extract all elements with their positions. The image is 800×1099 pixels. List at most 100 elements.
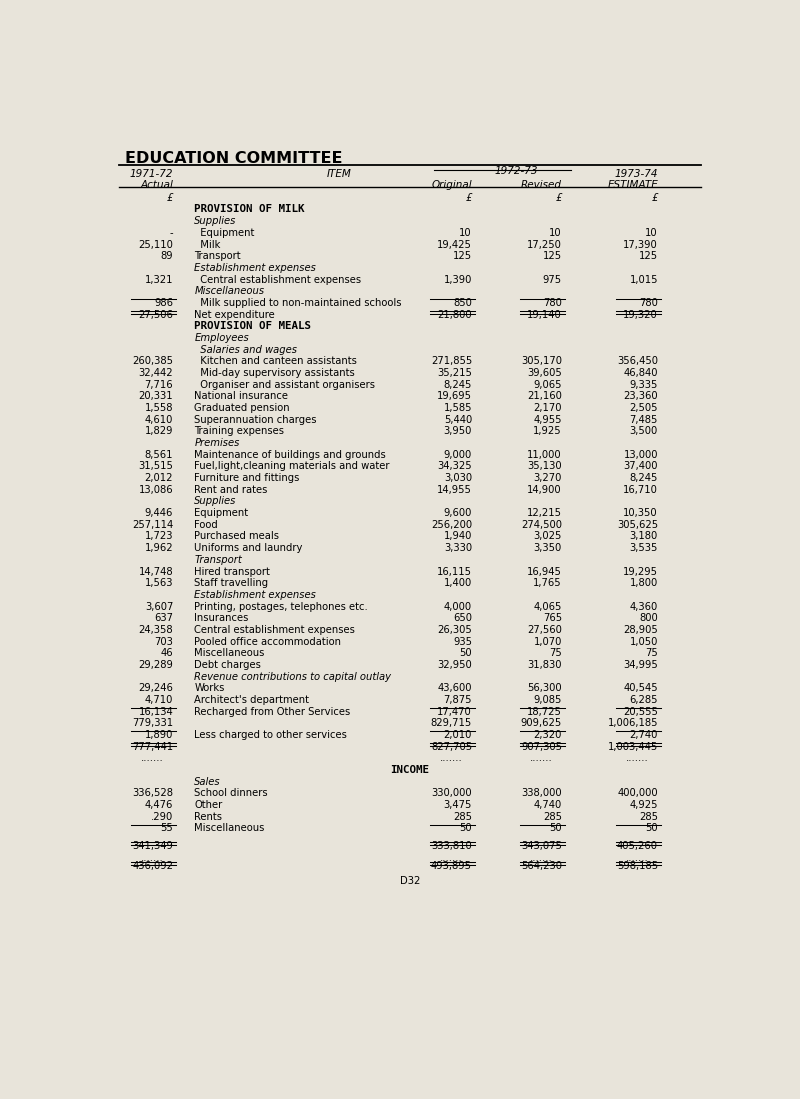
Text: National insurance: National insurance <box>194 391 288 401</box>
Text: 907,305: 907,305 <box>521 742 562 752</box>
Text: 34,995: 34,995 <box>623 659 658 670</box>
Text: Supplies: Supplies <box>194 497 237 507</box>
Text: 703: 703 <box>154 636 173 646</box>
Text: 1,558: 1,558 <box>145 403 173 413</box>
Text: 3,535: 3,535 <box>630 543 658 553</box>
Text: 1972-73: 1972-73 <box>495 166 538 176</box>
Text: 10: 10 <box>459 227 472 237</box>
Text: 19,425: 19,425 <box>437 240 472 249</box>
Text: Graduated pension: Graduated pension <box>194 403 290 413</box>
Text: 50: 50 <box>459 648 472 658</box>
Text: Equipment: Equipment <box>194 227 254 237</box>
Text: 257,114: 257,114 <box>132 520 173 530</box>
Text: 1,400: 1,400 <box>444 578 472 588</box>
Text: £: £ <box>166 192 173 203</box>
Text: 1,050: 1,050 <box>630 636 658 646</box>
Text: Establishment expenses: Establishment expenses <box>194 263 316 273</box>
Text: 598,185: 598,185 <box>617 861 658 870</box>
Text: 1,723: 1,723 <box>145 532 173 542</box>
Text: 564,230: 564,230 <box>521 861 562 870</box>
Text: Revenue contributions to capital outlay: Revenue contributions to capital outlay <box>194 671 391 681</box>
Text: 1,925: 1,925 <box>534 426 562 436</box>
Text: 3,950: 3,950 <box>444 426 472 436</box>
Text: 336,528: 336,528 <box>132 788 173 798</box>
Text: 8,561: 8,561 <box>145 449 173 459</box>
Text: 341,349: 341,349 <box>132 841 173 851</box>
Text: Kitchen and canteen assistants: Kitchen and canteen assistants <box>194 356 357 366</box>
Text: 37,400: 37,400 <box>623 462 658 471</box>
Text: School dinners: School dinners <box>194 788 268 798</box>
Text: 986: 986 <box>154 298 173 308</box>
Text: 975: 975 <box>542 275 562 285</box>
Text: 4,360: 4,360 <box>630 601 658 611</box>
Text: Transport: Transport <box>194 252 241 262</box>
Text: 19,695: 19,695 <box>437 391 472 401</box>
Text: 285: 285 <box>453 812 472 822</box>
Text: 1,800: 1,800 <box>630 578 658 588</box>
Text: 20,331: 20,331 <box>138 391 173 401</box>
Text: 780: 780 <box>543 298 562 308</box>
Text: 777,441: 777,441 <box>132 742 173 752</box>
Text: 3,350: 3,350 <box>534 543 562 553</box>
Text: Rents: Rents <box>194 812 222 822</box>
Text: 650: 650 <box>453 613 472 623</box>
Text: Less charged to other services: Less charged to other services <box>194 730 347 740</box>
Text: 10: 10 <box>646 227 658 237</box>
Text: 2,320: 2,320 <box>534 730 562 740</box>
Text: 4,955: 4,955 <box>534 414 562 424</box>
Text: 3,270: 3,270 <box>534 473 562 484</box>
Text: 46: 46 <box>161 648 173 658</box>
Text: 17,470: 17,470 <box>438 707 472 717</box>
Text: 4,740: 4,740 <box>534 800 562 810</box>
Text: 13,086: 13,086 <box>138 485 173 495</box>
Text: 850: 850 <box>453 298 472 308</box>
Text: 260,385: 260,385 <box>132 356 173 366</box>
Text: 1,765: 1,765 <box>534 578 562 588</box>
Text: 20,555: 20,555 <box>623 707 658 717</box>
Text: Printing, postages, telephones etc.: Printing, postages, telephones etc. <box>194 601 368 611</box>
Text: 5,440: 5,440 <box>444 414 472 424</box>
Text: 637: 637 <box>154 613 173 623</box>
Text: Establishment expenses: Establishment expenses <box>194 590 316 600</box>
Text: 829,715: 829,715 <box>430 719 472 729</box>
Text: 14,955: 14,955 <box>437 485 472 495</box>
Text: 27,560: 27,560 <box>527 625 562 635</box>
Text: Original: Original <box>431 180 472 190</box>
Text: 21,800: 21,800 <box>438 310 472 320</box>
Text: Staff travelling: Staff travelling <box>194 578 268 588</box>
Text: 32,442: 32,442 <box>138 368 173 378</box>
Text: 9,446: 9,446 <box>145 508 173 518</box>
Text: 25,110: 25,110 <box>138 240 173 249</box>
Text: Premises: Premises <box>194 439 240 448</box>
Text: ITEM: ITEM <box>326 169 351 179</box>
Text: Supplies: Supplies <box>194 217 237 226</box>
Text: 1,829: 1,829 <box>145 426 173 436</box>
Text: 50: 50 <box>459 823 472 833</box>
Text: 827,705: 827,705 <box>431 742 472 752</box>
Text: Miscellaneous: Miscellaneous <box>194 823 265 833</box>
Text: £: £ <box>652 192 658 203</box>
Text: Milk: Milk <box>194 240 221 249</box>
Text: 16,134: 16,134 <box>138 707 173 717</box>
Text: 493,895: 493,895 <box>431 861 472 870</box>
Text: Pooled office accommodation: Pooled office accommodation <box>194 636 342 646</box>
Text: 305,625: 305,625 <box>617 520 658 530</box>
Text: 3,330: 3,330 <box>444 543 472 553</box>
Text: Architect's department: Architect's department <box>194 695 310 704</box>
Text: 40,545: 40,545 <box>623 684 658 693</box>
Text: 10,350: 10,350 <box>623 508 658 518</box>
Text: .290: .290 <box>151 812 173 822</box>
Text: .......: ....... <box>530 853 552 863</box>
Text: 8,245: 8,245 <box>630 473 658 484</box>
Text: 765: 765 <box>542 613 562 623</box>
Text: 9,085: 9,085 <box>534 695 562 704</box>
Text: 50: 50 <box>646 823 658 833</box>
Text: 2,012: 2,012 <box>145 473 173 484</box>
Text: 7,716: 7,716 <box>145 379 173 390</box>
Text: 333,810: 333,810 <box>431 841 472 851</box>
Text: 338,000: 338,000 <box>522 788 562 798</box>
Text: 125: 125 <box>453 252 472 262</box>
Text: 9,600: 9,600 <box>444 508 472 518</box>
Text: 16,945: 16,945 <box>527 566 562 577</box>
Text: 4,710: 4,710 <box>145 695 173 704</box>
